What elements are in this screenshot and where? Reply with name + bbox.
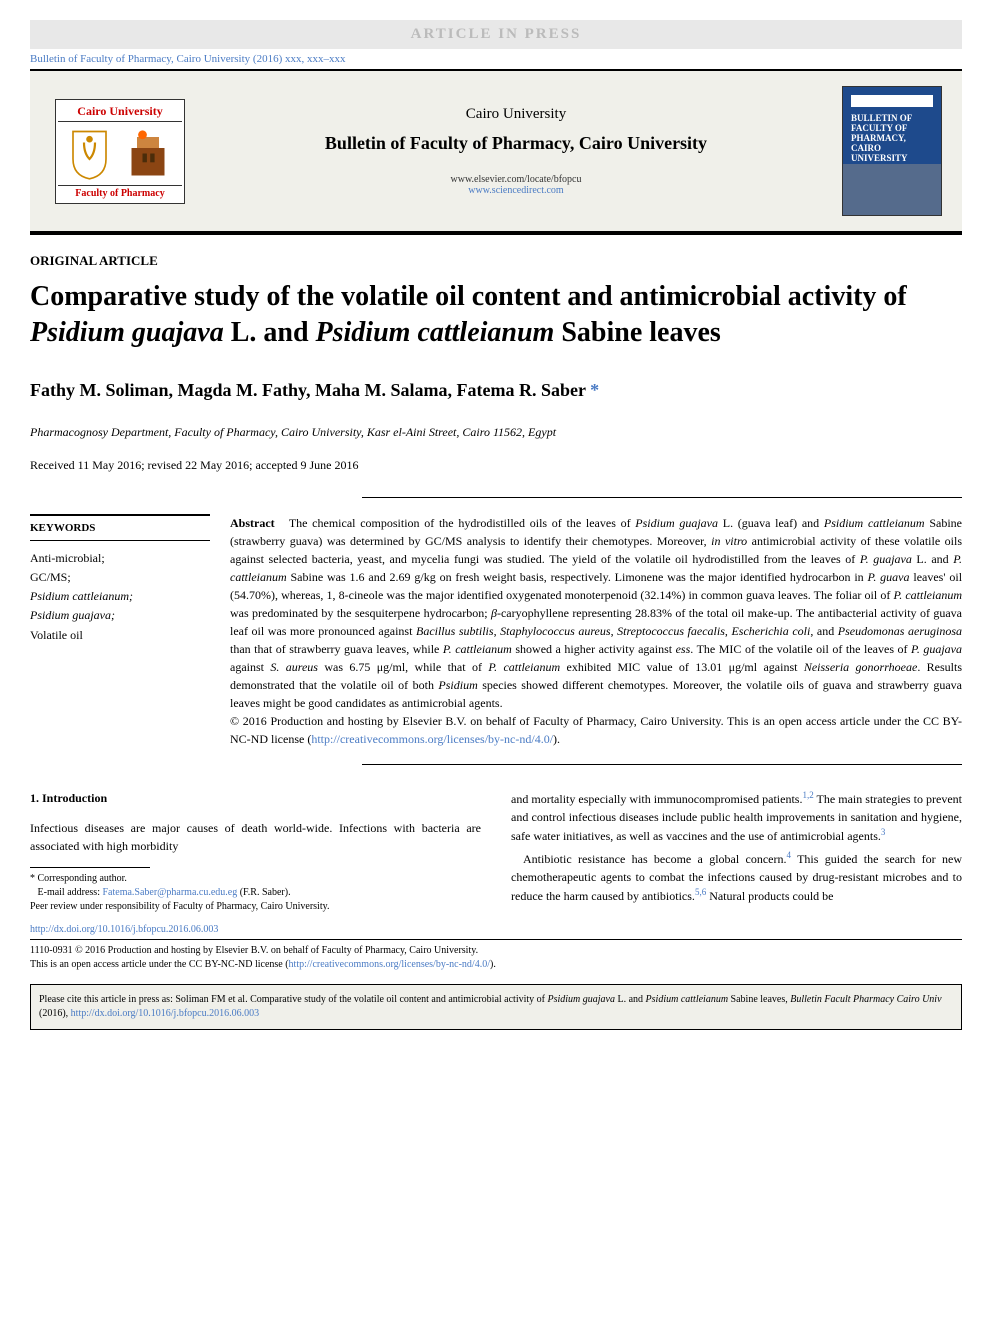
citation-header: Bulletin of Faculty of Pharmacy, Cairo U… (30, 49, 962, 69)
intro-heading: 1. Introduction (30, 789, 481, 807)
intro-left-column: 1. Introduction Infectious diseases are … (30, 789, 481, 914)
intro-right-column: and mortality especially with immunocomp… (511, 789, 962, 914)
divider-abstract-top (362, 497, 962, 498)
ref-5-6[interactable]: 5,6 (695, 887, 706, 897)
journal-cover-icon: BULLETIN OF FACULTY OF PHARMACY, CAIRO U… (842, 86, 942, 216)
doi-link[interactable]: http://dx.doi.org/10.1016/j.bfopcu.2016.… (30, 924, 962, 935)
affiliation: Pharmacognosy Department, Faculty of Pha… (30, 425, 962, 440)
issn-copyright: 1110-0931 © 2016 Production and hosting … (30, 944, 962, 958)
email-footnote: E-mail address: Fatema.Saber@pharma.cu.e… (30, 886, 481, 900)
article-dates: Received 11 May 2016; revised 22 May 201… (30, 458, 962, 473)
license-link[interactable]: http://creativecommons.org/licenses/by-n… (311, 732, 553, 746)
keywords-heading: KEYWORDS (30, 514, 210, 541)
oa-license-link[interactable]: http://creativecommons.org/licenses/by-n… (289, 959, 490, 970)
university-name: Cairo University (210, 106, 822, 123)
peer-review-footnote: Peer review under responsibility of Facu… (30, 900, 481, 914)
citebox-doi-link[interactable]: http://dx.doi.org/10.1016/j.bfopcu.2016.… (71, 1008, 259, 1019)
abstract-label: Abstract (230, 516, 275, 530)
article-type-label: ORIGINAL ARTICLE (30, 253, 962, 269)
journal-url-2[interactable]: www.sciencedirect.com (210, 185, 822, 196)
authors: Fathy M. Soliman, Magda M. Fathy, Maha M… (30, 380, 962, 401)
citation-box: Please cite this article in press as: So… (30, 984, 962, 1030)
footnote-divider (30, 867, 150, 868)
intro-para-1: Infectious diseases are major causes of … (30, 819, 481, 855)
corresponding-mark: * (590, 380, 599, 400)
footer-divider (30, 939, 962, 940)
article-in-press-banner: ARTICLE IN PRESS (30, 20, 962, 49)
ref-1-2[interactable]: 1,2 (802, 790, 813, 800)
publisher-logo-left: Cairo University Faculty o (50, 99, 190, 204)
corresponding-footnote: * Corresponding author. (30, 872, 481, 886)
article-title: Comparative study of the volatile oil co… (30, 279, 962, 352)
journal-url-1: www.elsevier.com/locate/bfopcu (210, 174, 822, 185)
ref-3[interactable]: 3 (881, 827, 886, 837)
abstract-column: Abstract The chemical composition of the… (230, 514, 962, 748)
keywords-column: KEYWORDS Anti-microbial; GC/MS; Psidium … (30, 514, 230, 748)
email-link[interactable]: Fatema.Saber@pharma.cu.edu.eg (102, 887, 237, 898)
cover-text: BULLETIN OF FACULTY OF PHARMACY, CAIRO U… (851, 113, 933, 163)
logo-cu-title: Cairo University (58, 102, 182, 122)
intro-para-2: and mortality especially with immunocomp… (511, 789, 962, 845)
journal-header: Cairo University Faculty o (30, 69, 962, 231)
keywords-list: Anti-microbial; GC/MS; Psidium cattleian… (30, 549, 210, 645)
journal-name: Bulletin of Faculty of Pharmacy, Cairo U… (210, 133, 822, 154)
divider-abstract-bottom (362, 764, 962, 765)
divider-thick (30, 231, 962, 235)
intro-para-3: Antibiotic resistance has become a globa… (511, 849, 962, 905)
open-access-line: This is an open access article under the… (30, 958, 962, 972)
logo-cu-subtitle: Faculty of Pharmacy (58, 185, 182, 201)
building-icon (123, 126, 173, 181)
shield-icon (67, 126, 112, 181)
